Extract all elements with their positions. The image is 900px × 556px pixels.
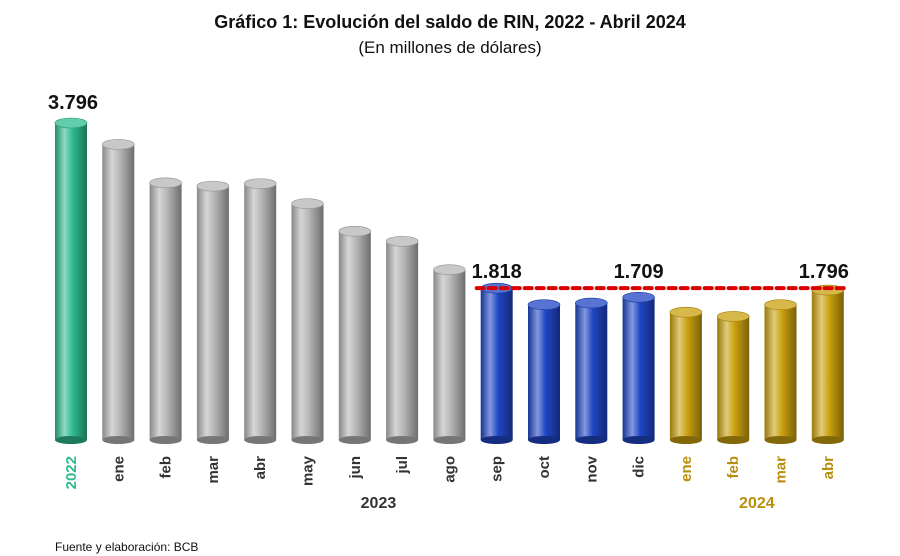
bar-cap: [243, 178, 277, 189]
bar-base: [55, 436, 87, 444]
bar-body: [528, 304, 560, 440]
bar-cap: [433, 264, 466, 275]
bar-base: [575, 436, 608, 444]
bar-body: [764, 304, 797, 440]
bar-base: [386, 436, 419, 444]
data-label: 3.796: [48, 92, 98, 114]
tick-label: mar: [773, 456, 790, 484]
bar: [54, 117, 88, 444]
tick-label: feb: [158, 456, 175, 479]
bar-base: [528, 436, 560, 444]
tick-label: sep: [489, 456, 506, 482]
tick-label: abr: [252, 456, 269, 480]
bar-body: [386, 241, 419, 440]
bar-body: [291, 203, 324, 440]
bar: [811, 284, 845, 444]
bar: [480, 282, 514, 444]
bar-cap: [764, 299, 797, 311]
bar: [527, 299, 561, 444]
bar: [338, 225, 372, 444]
bar-cap: [149, 177, 182, 189]
bar-base: [338, 436, 371, 444]
tick-label: jun: [347, 456, 364, 480]
bar: [433, 264, 466, 444]
bar-base: [764, 436, 797, 444]
tick-label: feb: [725, 456, 742, 479]
group-label: 2023: [361, 495, 397, 512]
chart-title: Gráfico 1: Evolución del saldo de RIN, 2…: [214, 12, 686, 32]
bar-base: [291, 436, 324, 444]
bar: [243, 178, 277, 444]
data-label: 1.709: [614, 261, 664, 283]
tick-label: abr: [820, 456, 837, 480]
tick-label: ene: [678, 456, 695, 482]
bar: [196, 180, 230, 444]
bar-base: [433, 436, 466, 444]
bar-cap: [291, 198, 324, 209]
bar-cap: [338, 225, 372, 237]
tick-label: ago: [441, 456, 458, 483]
bar: [291, 198, 324, 444]
bar-body: [244, 183, 277, 440]
bar-cap: [527, 299, 561, 311]
bar-cap: [196, 180, 230, 192]
bar-base: [480, 436, 513, 444]
bar-body: [102, 144, 135, 440]
bar-base: [149, 436, 182, 444]
tick-label: oct: [536, 456, 553, 479]
data-label: 1.796: [799, 261, 849, 283]
bar-body: [196, 186, 229, 440]
bar-body: [55, 123, 87, 440]
bar-cap: [622, 291, 655, 303]
bar-body: [669, 312, 702, 440]
chart-source: Fuente y elaboración: BCB: [55, 540, 199, 554]
bar-base: [102, 436, 135, 444]
bar-body: [575, 303, 608, 440]
bar-base: [244, 436, 277, 444]
bar: [102, 139, 135, 444]
tick-label: nov: [583, 455, 600, 482]
bar: [716, 311, 750, 444]
bar-base: [622, 436, 655, 444]
bar: [149, 177, 182, 444]
data-label: 1.818: [472, 261, 522, 283]
bar: [764, 299, 797, 444]
bar: [574, 297, 608, 444]
bar-body: [480, 288, 513, 440]
tick-label: jul: [394, 456, 411, 475]
bar-cap: [669, 306, 703, 318]
bar-base: [669, 436, 702, 444]
tick-label: may: [300, 455, 317, 486]
chart-subtitle: (En millones de dólares): [358, 38, 542, 57]
bar: [669, 306, 703, 444]
bar: [385, 235, 419, 444]
bar-cap: [716, 311, 750, 322]
bar-base: [717, 436, 750, 444]
bar-body: [338, 231, 371, 440]
bar-cap: [574, 297, 608, 309]
bar-body: [622, 297, 655, 440]
bar-body: [149, 182, 182, 440]
bar-body: [433, 269, 466, 440]
group-label: 2024: [739, 495, 775, 512]
tick-label: mar: [205, 456, 222, 484]
tick-label: dic: [631, 456, 648, 478]
bar-cap: [385, 235, 419, 247]
bar-base: [196, 436, 229, 444]
bar-base: [811, 436, 844, 444]
bar-body: [811, 290, 844, 440]
bar-body: [717, 316, 750, 440]
tick-label: 2022: [63, 456, 80, 489]
bar: [622, 291, 655, 444]
tick-label: ene: [110, 456, 127, 482]
bar-cap: [54, 117, 88, 129]
bar-cap: [102, 139, 135, 150]
